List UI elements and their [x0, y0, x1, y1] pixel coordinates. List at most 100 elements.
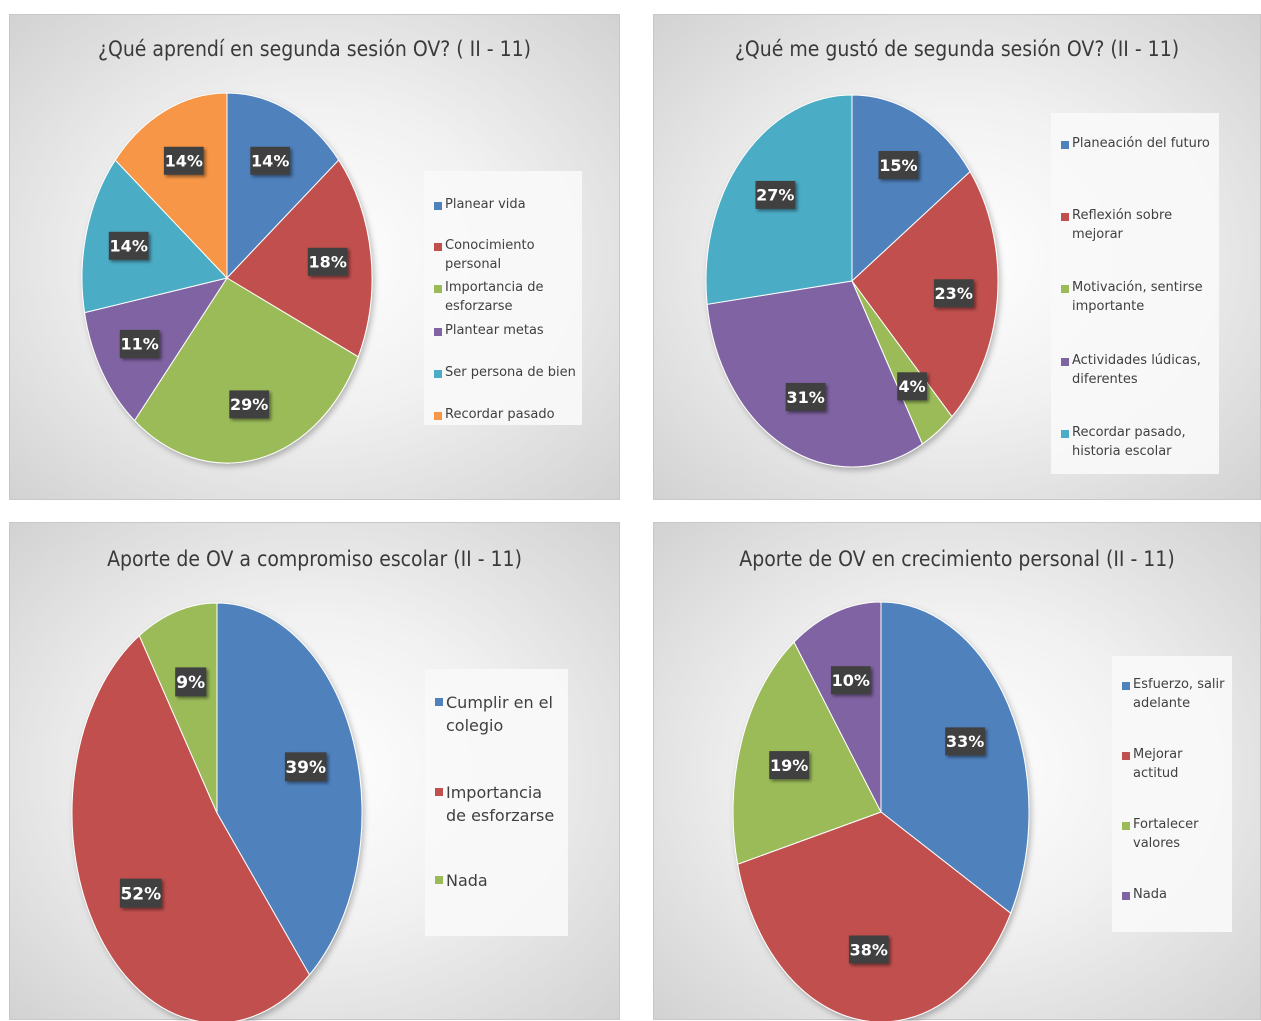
- data-label-box: [878, 151, 919, 179]
- data-label: 39%: [284, 752, 327, 782]
- data-label-box: [163, 146, 204, 175]
- legend-label: Importancia de esforzarse: [445, 280, 544, 314]
- pie-chart: 15% 23% 4% 31% 27%: [705, 94, 999, 468]
- data-label: 11%: [119, 329, 160, 358]
- data-label-text: 19%: [770, 756, 808, 775]
- legend-label: Fortalecer valores: [1133, 817, 1199, 851]
- data-label-text: 14%: [165, 152, 203, 171]
- data-label: 19%: [769, 751, 809, 780]
- legend-label: Importancia de esforzarse: [446, 783, 555, 826]
- chart-title: ¿Qué aprendí en segunda sesión OV? ( II …: [97, 37, 532, 61]
- data-label-text: 52%: [120, 884, 161, 904]
- legend-item-recordar-pasado-historia-escolar: Recordar pasado, historia escolar: [1061, 424, 1215, 462]
- legend-swatch: [1061, 212, 1069, 221]
- legend-label: Nada: [1133, 887, 1167, 902]
- pie-slices: [732, 601, 1030, 1021]
- data-label-text: 14%: [251, 152, 289, 171]
- data-label: 52%: [119, 878, 162, 908]
- data-label-box: [933, 279, 974, 308]
- data-label: 27%: [755, 180, 796, 209]
- pie-slice-recordar-pasado: [114, 92, 228, 280]
- pie-slices: [81, 92, 373, 464]
- data-label-box: [108, 231, 149, 260]
- data-label-text: 31%: [786, 388, 824, 407]
- legend-swatch: [1122, 821, 1130, 830]
- legend-swatch: [434, 242, 442, 251]
- data-label-box: [284, 752, 327, 782]
- legend-label: Nada: [446, 871, 488, 890]
- legend-swatch: [1122, 891, 1130, 900]
- legend-label: Recordar pasado: [445, 407, 555, 422]
- pie-slices: [71, 602, 363, 1021]
- legend-label: Planear vida: [445, 197, 526, 212]
- legend-item-esfuerzo-salir-adelante: Esfuerzo, salir adelante: [1122, 676, 1228, 714]
- legend-swatch: [1122, 681, 1130, 690]
- chart-panel-que-aprendi: ¿Qué aprendí en segunda sesión OV? ( II …: [9, 14, 620, 500]
- legend-item-conocimiento-personal: Conocimiento personal: [434, 237, 578, 275]
- data-label-box: [250, 146, 291, 175]
- legend-label: Conocimiento personal: [445, 238, 535, 272]
- legend-label: Mejorar actitud: [1133, 747, 1183, 781]
- legend-swatch: [1061, 429, 1069, 438]
- data-label-text: 4%: [899, 377, 926, 396]
- legend-label: Esfuerzo, salir adelante: [1133, 677, 1225, 711]
- legend-item-plantear-metas: Plantear metas: [434, 322, 578, 341]
- legend-label: Plantear metas: [445, 323, 544, 338]
- data-label-text: 11%: [120, 335, 158, 354]
- data-label-box: [229, 390, 270, 419]
- data-label-text: 14%: [110, 237, 148, 256]
- pie-slice-ser-persona-de-bien: [81, 159, 228, 314]
- data-label: 23%: [933, 279, 974, 308]
- data-label-text: 38%: [850, 940, 888, 959]
- data-label: 15%: [878, 151, 919, 179]
- legend-swatch: [1122, 751, 1130, 760]
- chart-panel-crecimiento-personal: Aporte de OV en crecimiento personal (II…: [653, 522, 1261, 1021]
- chart-legend: Planeación del futuro Reflexión sobre mej…: [1051, 113, 1219, 474]
- legend-label: Planeación del futuro: [1072, 136, 1210, 151]
- pie-slice-nada: [793, 601, 882, 813]
- data-label-text: 15%: [879, 156, 917, 175]
- legend-label: Ser persona de bien: [445, 365, 576, 380]
- data-label: 18%: [307, 247, 348, 276]
- data-label: 14%: [163, 146, 204, 175]
- legend-swatch: [1061, 357, 1069, 366]
- data-label-text: 18%: [309, 253, 347, 272]
- data-label-box: [769, 751, 809, 780]
- legend-item-recordar-pasado: Recordar pasado: [434, 406, 578, 425]
- legend-swatch: [434, 284, 442, 293]
- chart-legend: Planear vida Conocimiento personal Importa…: [424, 171, 582, 425]
- data-label-box: [755, 180, 796, 209]
- legend-swatch: [1061, 140, 1069, 149]
- data-label-box: [785, 383, 826, 411]
- data-label-text: 33%: [946, 732, 984, 751]
- data-label-text: 39%: [285, 758, 326, 778]
- legend-swatch: [435, 788, 443, 797]
- legend-label: Recordar pasado, historia escolar: [1072, 425, 1186, 459]
- pie-chart: 39% 52% 9%: [71, 602, 363, 1021]
- pie-slice-reflexion-sobre-mejorar: [851, 170, 999, 418]
- data-label: 38%: [848, 935, 889, 964]
- pie-slice-esfuerzo-salir-adelante: [880, 601, 1030, 914]
- data-label-box: [307, 247, 348, 276]
- data-label: 9%: [175, 667, 207, 697]
- pie-slice-importancia-de-esforzarse: [71, 634, 311, 1021]
- chart-legend: Esfuerzo, salir adelante Mejorar actitud F…: [1112, 656, 1232, 932]
- legend-item-nada: Nada: [435, 869, 564, 892]
- legend-item-planeacion-del-futuro: Planeación del futuro: [1061, 135, 1215, 154]
- data-label-box: [830, 666, 871, 695]
- data-label-box: [119, 878, 162, 908]
- pie-chart: 33% 38% 19% 10%: [732, 601, 1030, 1021]
- legend-label: Cumplir en el colegio: [446, 693, 553, 736]
- legend-item-fortalecer-valores: Fortalecer valores: [1122, 816, 1228, 854]
- legend-swatch: [435, 698, 443, 707]
- data-label: 14%: [108, 231, 149, 260]
- legend-swatch: [435, 876, 443, 885]
- data-label-box: [897, 372, 927, 401]
- data-label: 33%: [945, 727, 985, 756]
- data-label-text: 9%: [176, 673, 205, 693]
- legend-item-importancia-de-esforzarse: Importancia de esforzarse: [435, 781, 564, 827]
- legend-label: Reflexión sobre mejorar: [1072, 208, 1173, 242]
- data-label: 10%: [830, 666, 871, 695]
- legend-item-mejorar-actitud: Mejorar actitud: [1122, 746, 1228, 784]
- pie-slice-conocimiento-personal: [226, 159, 373, 358]
